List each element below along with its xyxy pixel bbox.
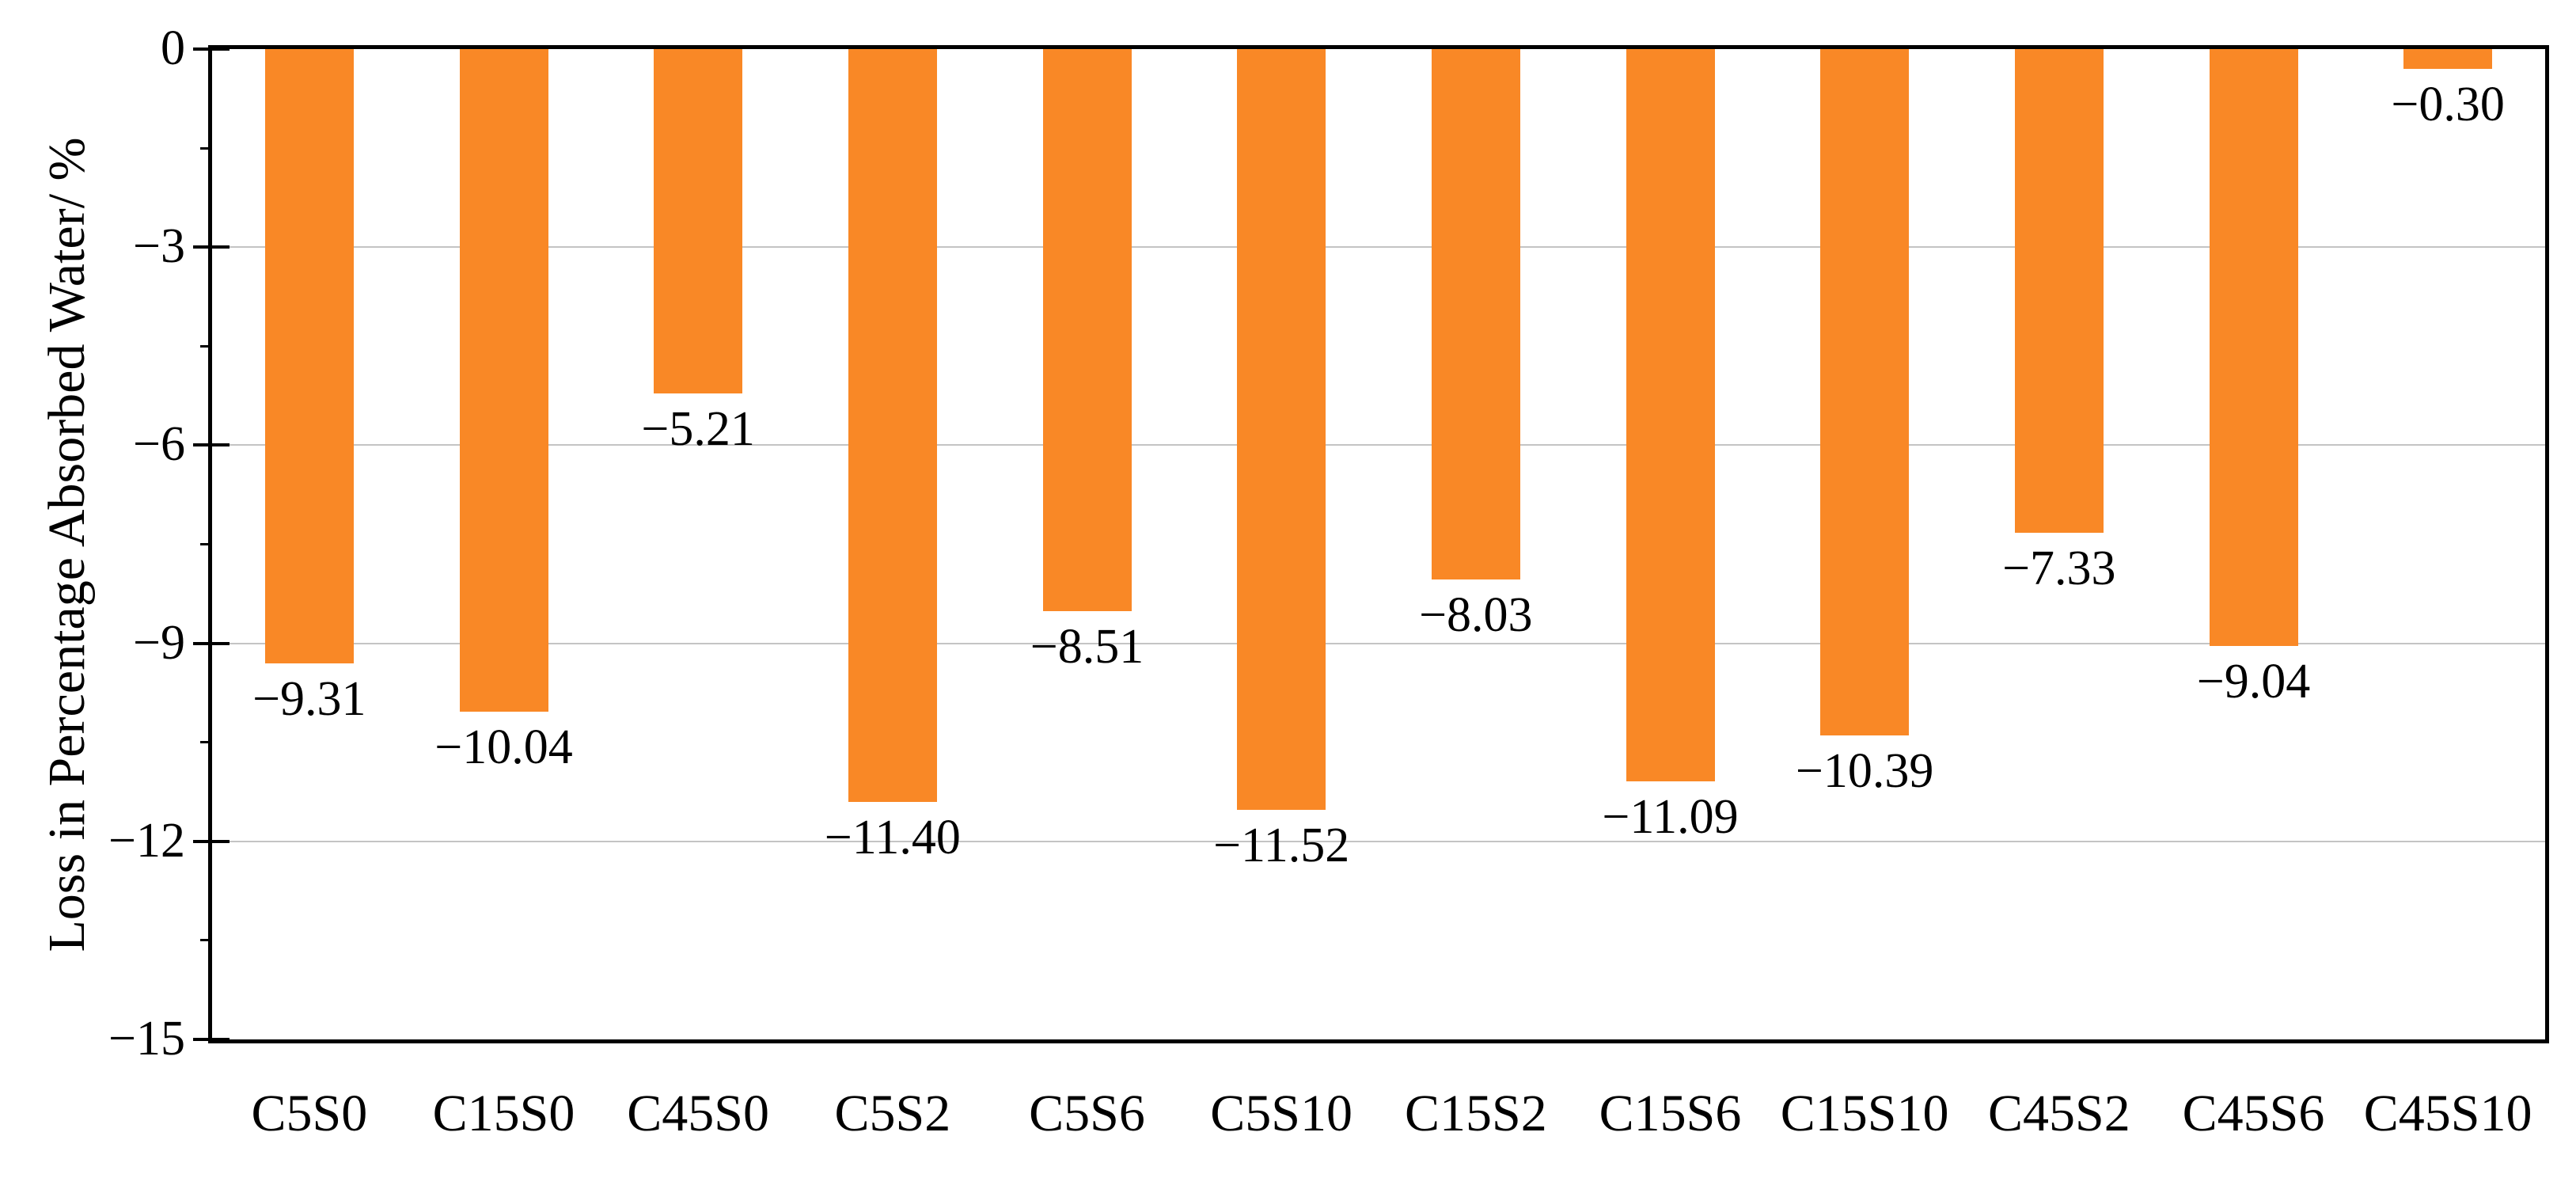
- y-minor-tick: [200, 344, 212, 348]
- plot-frame-bottom: [208, 1039, 2549, 1043]
- bar-value-label: −10.04: [434, 720, 573, 775]
- y-gridline: [212, 444, 2545, 446]
- bar-value-label: −11.52: [1213, 818, 1350, 872]
- category-label: C5S6: [1029, 1085, 1145, 1142]
- category-label: C15S6: [1599, 1085, 1742, 1142]
- bar: [2403, 49, 2493, 70]
- category-label: C15S10: [1780, 1085, 1949, 1142]
- category-label: C5S0: [251, 1085, 368, 1142]
- bar: [264, 49, 354, 664]
- bar-value-label: −11.40: [824, 810, 961, 864]
- bar: [848, 49, 937, 802]
- bar: [1431, 49, 1520, 579]
- y-gridline: [212, 246, 2545, 249]
- bar-value-label: −9.04: [2196, 654, 2311, 709]
- category-label: C5S2: [834, 1085, 951, 1142]
- bar-value-label: −7.33: [2002, 541, 2116, 596]
- bar: [1820, 49, 1910, 735]
- category-label: C15S0: [432, 1085, 575, 1142]
- bar-value-label: −11.09: [1602, 789, 1739, 844]
- bar: [2014, 49, 2104, 534]
- bar: [1237, 49, 1326, 810]
- bar-value-label: −8.03: [1419, 587, 1533, 642]
- x-axis-zero-line: [208, 45, 2549, 49]
- bar: [1042, 49, 1132, 611]
- category-label: C45S10: [2363, 1085, 2532, 1142]
- bar-value-label: −10.39: [1795, 743, 1934, 798]
- category-label: C45S2: [1987, 1085, 2130, 1142]
- y-gridline: [212, 642, 2545, 644]
- category-label: C45S6: [2182, 1085, 2325, 1142]
- bar-value-label: −5.21: [641, 401, 755, 456]
- category-label: C15S2: [1404, 1085, 1547, 1142]
- bar: [459, 49, 548, 712]
- bar: [654, 49, 743, 393]
- category-label: C45S0: [627, 1085, 770, 1142]
- y-minor-tick: [200, 939, 212, 942]
- bar: [1626, 49, 1715, 781]
- y-gridline: [212, 840, 2545, 842]
- bar-value-label: −8.51: [1030, 619, 1144, 674]
- y-axis-line: [208, 45, 212, 1043]
- y-minor-tick: [200, 741, 212, 744]
- y-tick-label: −15: [108, 1011, 185, 1066]
- y-tick-label: −6: [133, 417, 185, 472]
- y-minor-tick: [200, 543, 212, 545]
- bar: [2209, 49, 2298, 646]
- category-label: C5S10: [1210, 1085, 1353, 1142]
- y-tick-label: 0: [161, 21, 185, 75]
- plot-frame-right: [2545, 45, 2549, 1043]
- y-tick-label: −9: [133, 615, 185, 670]
- y-tick-label: −12: [108, 813, 185, 868]
- y-minor-tick: [200, 146, 212, 150]
- bar-value-label: −0.30: [2391, 78, 2505, 132]
- y-tick-label: −3: [133, 218, 185, 273]
- bar-value-label: −9.31: [252, 672, 366, 727]
